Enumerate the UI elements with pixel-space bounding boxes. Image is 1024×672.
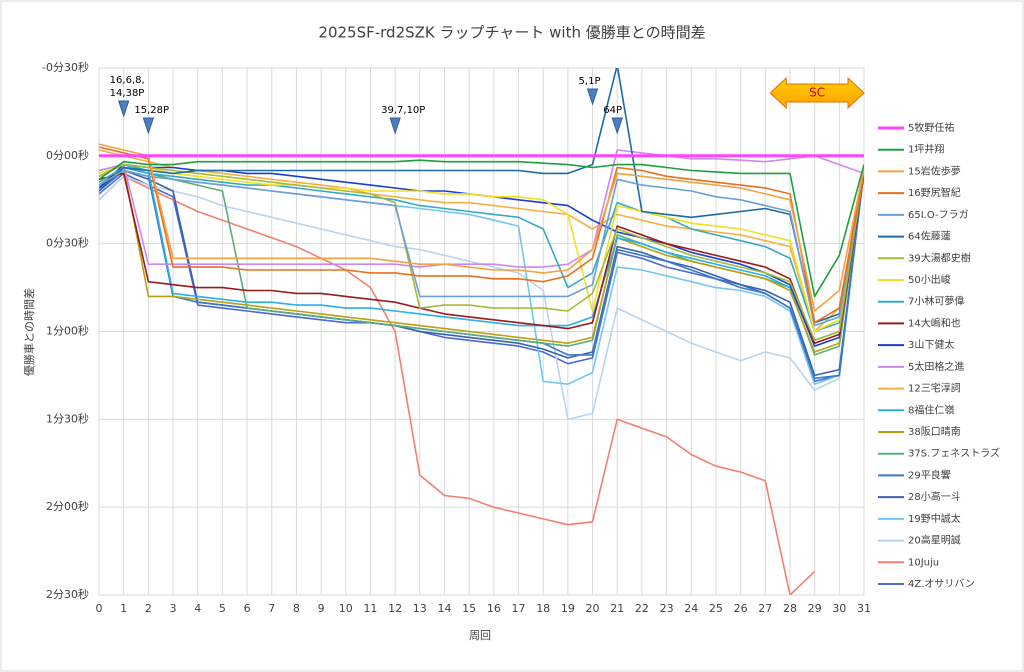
legend-label: 39大湯都史樹 xyxy=(908,251,971,264)
legend-label: 28小高一斗 xyxy=(908,490,961,503)
annotation-marker xyxy=(142,117,155,135)
legend-label: 4Z.オサリバン xyxy=(908,578,975,590)
x-axis-title: 周回 xyxy=(469,629,491,642)
legend-label: 19野中誠太 xyxy=(908,512,961,525)
x-tick-label: 1 xyxy=(120,602,127,615)
series-line xyxy=(99,68,864,324)
x-tick-label: 20 xyxy=(586,602,600,615)
annotation-text: 39,7,10P xyxy=(381,105,425,116)
legend-label: 29平良響 xyxy=(908,468,951,481)
series-line xyxy=(99,149,864,268)
x-tick-label: 4 xyxy=(194,602,201,615)
series-line xyxy=(99,149,864,333)
x-tick-label: 9 xyxy=(318,602,325,615)
x-tick-label: 5 xyxy=(219,602,226,615)
y-tick-label: 1分00秒 xyxy=(46,324,89,338)
annotation-marker xyxy=(611,117,623,135)
legend-label: 12三宅淳詞 xyxy=(908,382,961,395)
x-tick-label: 27 xyxy=(758,602,772,615)
legend-label: 64佐藤蓮 xyxy=(908,230,951,243)
legend-label: 38阪口晴南 xyxy=(908,425,961,438)
annotation-text: 14,38P xyxy=(110,88,145,99)
y-tick-label: 2分00秒 xyxy=(46,499,89,513)
y-tick-label: 2分30秒 xyxy=(46,587,89,601)
x-tick-label: 10 xyxy=(339,602,353,615)
x-tick-label: 8 xyxy=(293,602,300,615)
x-tick-label: 14 xyxy=(437,602,451,615)
legend-label: 7小林可夢偉 xyxy=(908,295,964,308)
x-tick-label: 28 xyxy=(783,602,797,615)
legend-label: 65I.O-フラガ xyxy=(908,209,969,221)
x-tick-label: 31 xyxy=(857,602,871,615)
annotation-text: 15,28P xyxy=(134,105,169,116)
x-tick-label: 15 xyxy=(462,602,476,615)
series-line xyxy=(99,159,864,298)
series-line xyxy=(99,146,864,324)
annotation-text: 64P xyxy=(603,105,622,116)
legend-label: 3山下健太 xyxy=(908,338,954,351)
x-tick-label: 0 xyxy=(96,602,103,615)
series-line xyxy=(99,166,864,333)
x-tick-label: 21 xyxy=(610,602,624,615)
legend-label: 1坪井翔 xyxy=(908,143,944,156)
x-tick-label: 30 xyxy=(832,602,846,615)
y-tick-label: 0分00秒 xyxy=(46,148,89,162)
sc-label: SC xyxy=(809,86,825,100)
x-tick-label: 16 xyxy=(487,602,501,615)
x-tick-label: 12 xyxy=(388,602,402,615)
legend-label: 5牧野任祐 xyxy=(908,121,954,134)
y-tick-label: 1分30秒 xyxy=(46,411,89,425)
x-tick-label: 17 xyxy=(512,602,526,615)
x-tick-label: 3 xyxy=(170,602,177,615)
y-axis-title: 優勝車との時間差 xyxy=(22,288,36,376)
series-line xyxy=(99,175,816,595)
series-line xyxy=(99,163,864,342)
legend-label: 8福住仁嶺 xyxy=(908,403,954,416)
legend-label: 16野尻智紀 xyxy=(908,186,961,199)
legend-label: 15岩佐歩夢 xyxy=(908,164,961,177)
x-tick-label: 11 xyxy=(363,602,377,615)
chart-title: 2025SF-rd2SZK ラップチャート with 優勝車との時間差 xyxy=(318,24,705,42)
x-tick-label: 7 xyxy=(268,602,275,615)
annotation-marker xyxy=(117,100,130,118)
x-tick-label: 22 xyxy=(635,602,649,615)
legend-label: 37S.フェネストラズ xyxy=(908,447,1000,460)
plot-area xyxy=(99,68,864,595)
legend-label: 50小出峻 xyxy=(908,273,951,286)
series-line xyxy=(99,143,864,312)
series-line xyxy=(99,167,864,327)
y-tick-label: -0分30秒 xyxy=(42,60,89,74)
annotation-marker xyxy=(586,88,599,106)
legend-label: 14大嶋和也 xyxy=(908,316,961,329)
x-tick-label: 6 xyxy=(244,602,251,615)
x-tick-label: 19 xyxy=(561,602,575,615)
x-tick-label: 29 xyxy=(808,602,822,615)
sc-arrow xyxy=(769,76,865,110)
annotation-marker xyxy=(389,117,401,135)
series-line xyxy=(99,163,864,342)
legend-label: 20高星明誠 xyxy=(908,534,961,547)
x-tick-label: 23 xyxy=(660,602,674,615)
legend-label: 5太田格之進 xyxy=(908,360,964,373)
y-tick-label: 0分30秒 xyxy=(46,236,89,250)
x-tick-label: 13 xyxy=(413,602,427,615)
x-tick-label: 18 xyxy=(536,602,550,615)
series-line xyxy=(99,166,864,353)
annotation-text: 5,1P xyxy=(579,76,601,87)
series-line xyxy=(99,163,864,333)
x-tick-label: 24 xyxy=(684,602,698,615)
x-tick-label: 26 xyxy=(734,602,748,615)
legend-label: 10Juju xyxy=(908,557,939,568)
series-line xyxy=(99,172,864,344)
x-tick-label: 25 xyxy=(709,602,723,615)
x-tick-label: 2 xyxy=(145,602,152,615)
annotation-text: 16,6,8, xyxy=(110,75,145,86)
